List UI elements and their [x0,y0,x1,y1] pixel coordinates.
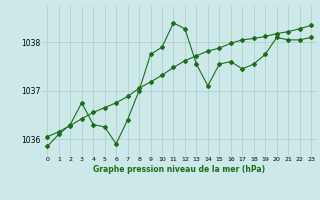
X-axis label: Graphe pression niveau de la mer (hPa): Graphe pression niveau de la mer (hPa) [93,165,265,174]
